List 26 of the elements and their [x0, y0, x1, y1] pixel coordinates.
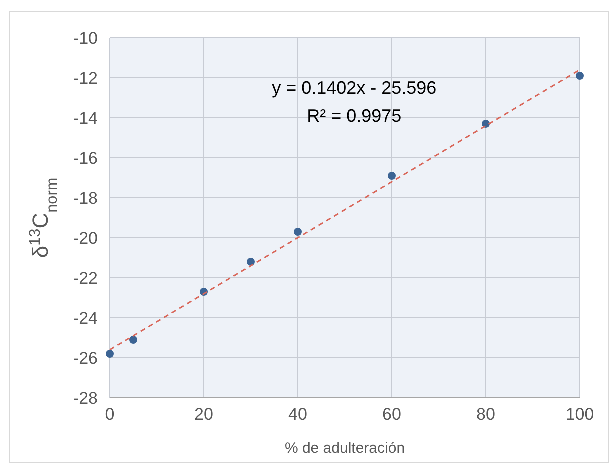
x-tick-label: 20: [194, 405, 214, 424]
annotation: R² = 0.9975: [307, 106, 402, 126]
annotation: y = 0.1402x - 25.596: [272, 78, 437, 98]
point: [106, 350, 114, 358]
x-tick-label: 60: [382, 405, 402, 424]
point: [294, 228, 302, 236]
y-tick-label: -28: [73, 389, 98, 408]
point: [247, 258, 255, 266]
y-tick-label: -12: [73, 69, 98, 88]
y-tick-label: -10: [73, 29, 98, 48]
y-tick-label: -22: [73, 269, 98, 288]
y-tick-label: -24: [73, 309, 98, 328]
x-tick-label: 80: [476, 405, 496, 424]
y-tick-label: -26: [73, 349, 98, 368]
x-tick-label: 100: [566, 405, 594, 424]
x-axis-title: % de adulteración: [284, 440, 406, 457]
y-tick-label: -20: [73, 229, 98, 248]
point: [388, 172, 396, 180]
x-tick-label: 40: [288, 405, 308, 424]
point: [482, 120, 490, 128]
y-tick-label: -14: [73, 109, 98, 128]
y-tick-label: -16: [73, 149, 98, 168]
x-tick-label: 0: [105, 405, 115, 424]
point: [576, 72, 584, 80]
point: [130, 336, 138, 344]
y-tick-label: -18: [73, 189, 98, 208]
